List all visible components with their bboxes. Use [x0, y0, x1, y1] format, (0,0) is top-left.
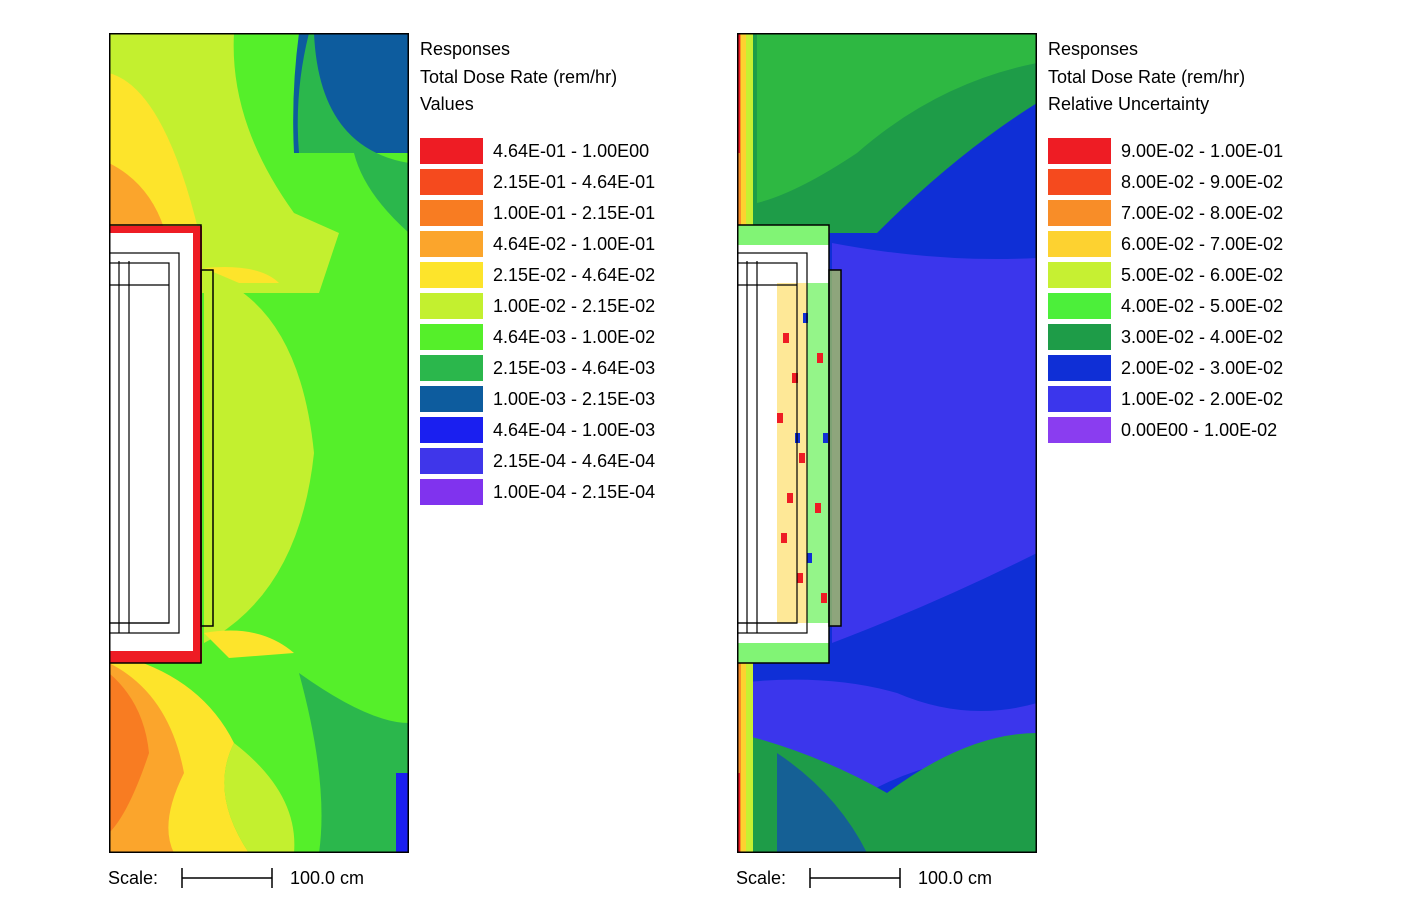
- legend-entry: 1.00E-02 - 2.00E-02: [1048, 384, 1328, 415]
- legend-swatch: [420, 355, 483, 381]
- legend-label: 4.64E-04 - 1.00E-03: [493, 419, 656, 440]
- legend-entry: 4.64E-04 - 1.00E-03: [420, 415, 700, 446]
- legend-entry: 5.00E-02 - 6.00E-02: [1048, 260, 1328, 291]
- legend-label: 2.15E-04 - 4.64E-04: [493, 450, 656, 471]
- legend-entry: 1.00E-01 - 2.15E-01: [420, 198, 700, 229]
- scale-value: 100.0 cm: [918, 868, 993, 888]
- legend-label: 4.00E-02 - 5.00E-02: [1121, 295, 1284, 316]
- legend-swatch: [1048, 138, 1111, 164]
- legend-label: 3.00E-02 - 4.00E-02: [1121, 326, 1284, 347]
- legend-swatch: [1048, 200, 1111, 226]
- legend-entry: 1.00E-03 - 2.15E-03: [420, 384, 700, 415]
- legend-label: 0.00E00 - 1.00E-02: [1121, 419, 1278, 440]
- legend-label: 8.00E-02 - 9.00E-02: [1121, 171, 1284, 192]
- legend-entry: 3.00E-02 - 4.00E-02: [1048, 322, 1328, 353]
- relative-uncertainty-map: [737, 33, 1037, 853]
- legend-swatch: [1048, 324, 1111, 350]
- legend-swatch: [1048, 262, 1111, 288]
- legend-label: 4.64E-03 - 1.00E-02: [493, 326, 656, 347]
- legend-swatch: [420, 138, 483, 164]
- legend-swatch: [1048, 386, 1111, 412]
- legend-swatch: [420, 324, 483, 350]
- legend-title-line: Responses: [420, 39, 511, 59]
- legend-entry: 4.64E-01 - 1.00E00: [420, 136, 700, 167]
- legend-title-line: Relative Uncertainty: [1048, 94, 1210, 114]
- legend-title-line: Values: [420, 94, 474, 114]
- legend-label: 2.00E-02 - 3.00E-02: [1121, 357, 1284, 378]
- legend-swatch: [1048, 417, 1111, 443]
- legend-entry: 9.00E-02 - 1.00E-01: [1048, 136, 1328, 167]
- legend-label: 1.00E-01 - 2.15E-01: [493, 202, 656, 223]
- scale-bar-icon: [181, 868, 273, 888]
- legend-label: 9.00E-02 - 1.00E-01: [1121, 140, 1284, 161]
- legend-swatch: [420, 479, 483, 505]
- scale-bar: Scale: 100.0 cm: [736, 866, 1056, 890]
- legend-title-line: Total Dose Rate (rem/hr): [420, 66, 618, 87]
- uncertainty-panel: Responses Total Dose Rate (rem/hr) Relat…: [705, 0, 1410, 898]
- legend-label: 1.00E-02 - 2.00E-02: [1121, 388, 1284, 409]
- legend-swatch: [420, 293, 483, 319]
- legend-entry: 6.00E-02 - 7.00E-02: [1048, 229, 1328, 260]
- legend-swatch: [1048, 293, 1111, 319]
- legend-entry: 1.00E-02 - 2.15E-02: [420, 291, 700, 322]
- legend-entry: 4.64E-02 - 1.00E-01: [420, 229, 700, 260]
- legend-swatch: [420, 386, 483, 412]
- legend-swatch: [420, 448, 483, 474]
- legend-label: 1.00E-04 - 2.15E-04: [493, 481, 656, 502]
- legend-label: 4.64E-01 - 1.00E00: [493, 140, 650, 161]
- legend-swatch: [420, 417, 483, 443]
- scale-label: Scale:: [736, 868, 787, 888]
- legend-label: 4.64E-02 - 1.00E-01: [493, 233, 656, 254]
- legend-entry: 1.00E-04 - 2.15E-04: [420, 477, 700, 508]
- scale-bar: Scale: 100.0 cm: [108, 866, 428, 890]
- values-legend: Responses Total Dose Rate (rem/hr) Value…: [420, 36, 700, 508]
- legend-entry: 2.15E-01 - 4.64E-01: [420, 167, 700, 198]
- legend-title-line: Responses: [1048, 39, 1139, 59]
- legend-entry: 2.15E-02 - 4.64E-02: [420, 260, 700, 291]
- legend-entry: 4.00E-02 - 5.00E-02: [1048, 291, 1328, 322]
- legend-entry: 8.00E-02 - 9.00E-02: [1048, 167, 1328, 198]
- legend-label: 1.00E-02 - 2.15E-02: [493, 295, 656, 316]
- legend-entry: 2.15E-03 - 4.64E-03: [420, 353, 700, 384]
- legend-entry: 0.00E00 - 1.00E-02: [1048, 415, 1328, 446]
- scale-bar-icon: [809, 868, 901, 888]
- legend-label: 6.00E-02 - 7.00E-02: [1121, 233, 1284, 254]
- legend-entry: 4.64E-03 - 1.00E-02: [420, 322, 700, 353]
- legend-label: 5.00E-02 - 6.00E-02: [1121, 264, 1284, 285]
- legend-swatch: [420, 231, 483, 257]
- scale-value: 100.0 cm: [290, 868, 365, 888]
- legend-entry: 2.00E-02 - 3.00E-02: [1048, 353, 1328, 384]
- legend-label: 7.00E-02 - 8.00E-02: [1121, 202, 1284, 223]
- legend-title-line: Total Dose Rate (rem/hr): [1048, 66, 1246, 87]
- dose-rate-values-map: [109, 33, 409, 853]
- legend-swatch: [1048, 169, 1111, 195]
- legend-entry: 2.15E-04 - 4.64E-04: [420, 446, 700, 477]
- legend-entry: 7.00E-02 - 8.00E-02: [1048, 198, 1328, 229]
- legend-swatch: [420, 200, 483, 226]
- legend-swatch: [420, 262, 483, 288]
- legend-swatch: [1048, 355, 1111, 381]
- values-panel: Responses Total Dose Rate (rem/hr) Value…: [108, 33, 700, 890]
- legend-label: 1.00E-03 - 2.15E-03: [493, 388, 656, 409]
- uncertainty-legend: Responses Total Dose Rate (rem/hr) Relat…: [1048, 36, 1328, 446]
- legend-swatch: [1048, 231, 1111, 257]
- legend-label: 2.15E-01 - 4.64E-01: [493, 171, 656, 192]
- legend-items: 9.00E-02 - 1.00E-01 8.00E-02 - 9.00E-02 7.…: [1048, 136, 1328, 446]
- legend-label: 2.15E-03 - 4.64E-03: [493, 357, 656, 378]
- legend-swatch: [420, 169, 483, 195]
- legend-items: 4.64E-01 - 1.00E00 2.15E-01 - 4.64E-01 1.0…: [420, 136, 700, 508]
- legend-label: 2.15E-02 - 4.64E-02: [493, 264, 656, 285]
- scale-label: Scale:: [108, 868, 159, 888]
